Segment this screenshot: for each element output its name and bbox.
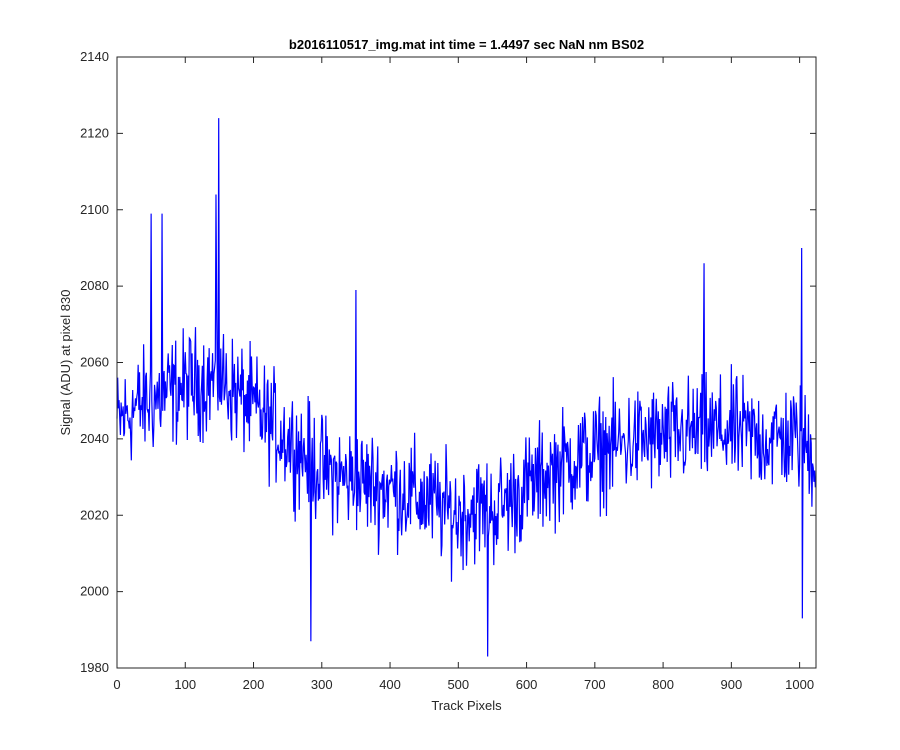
y-tick-label: 2120 xyxy=(80,125,109,140)
y-tick-label: 2000 xyxy=(80,584,109,599)
y-tick-label: 2020 xyxy=(80,507,109,522)
x-tick-label: 800 xyxy=(652,677,674,692)
x-tick-label: 100 xyxy=(174,677,196,692)
y-axis-title: Signal (ADU) at pixel 830 xyxy=(58,290,73,436)
x-axis: 0 100 200 300 400 500 600 700 800 900 1000 xyxy=(113,57,814,692)
x-tick-label: 600 xyxy=(516,677,538,692)
y-tick-label: 2100 xyxy=(80,202,109,217)
y-tick-label: 2140 xyxy=(80,49,109,64)
y-tick-label: 2080 xyxy=(80,278,109,293)
x-tick-label: 0 xyxy=(113,677,120,692)
x-tick-label: 500 xyxy=(447,677,469,692)
x-axis-title: Track Pixels xyxy=(431,698,502,713)
series-layer xyxy=(116,118,816,657)
x-tick-label: 200 xyxy=(243,677,265,692)
signal-series-line xyxy=(116,118,816,657)
x-tick-label: 400 xyxy=(379,677,401,692)
x-tick-label: 900 xyxy=(721,677,743,692)
chart-title: b2016110517_img.mat int time = 1.4497 se… xyxy=(289,37,644,52)
y-tick-label: 1980 xyxy=(80,660,109,675)
x-tick-label: 700 xyxy=(584,677,606,692)
x-tick-label: 300 xyxy=(311,677,333,692)
y-tick-label: 2040 xyxy=(80,431,109,446)
y-axis: 1980 2000 2020 2040 2060 2080 2100 2120 2140 xyxy=(80,49,816,675)
y-tick-label: 2060 xyxy=(80,355,109,370)
x-tick-label: 1000 xyxy=(785,677,814,692)
plot-area xyxy=(117,57,816,668)
